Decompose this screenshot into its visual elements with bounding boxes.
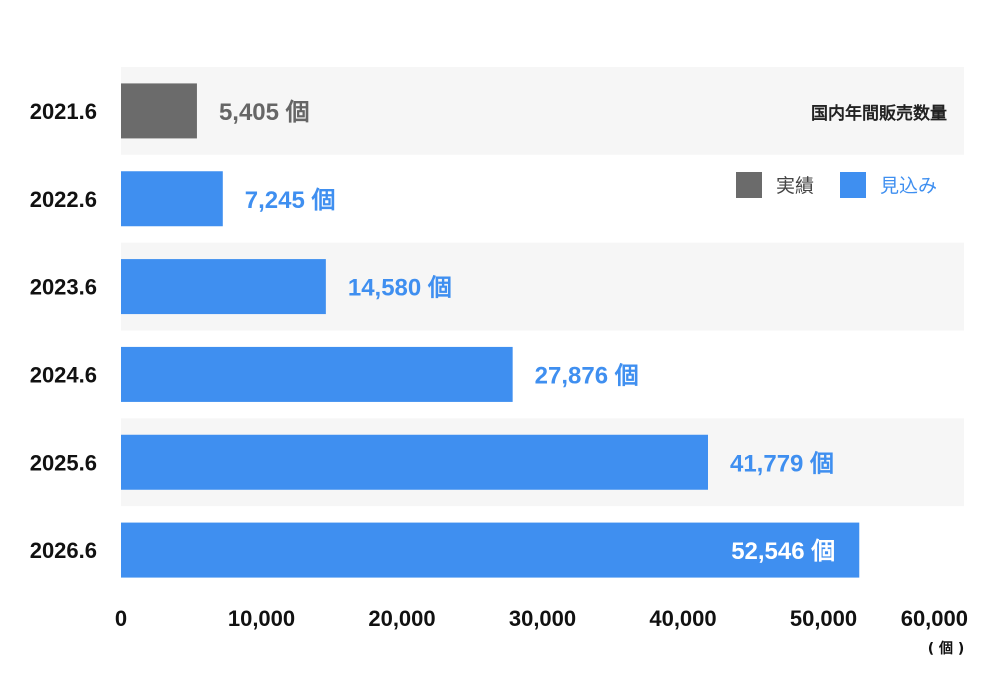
category-label: 2021.6 [30, 99, 97, 124]
x-tick-label: 0 [115, 606, 127, 631]
bar [121, 259, 326, 315]
legend-swatch-actual [736, 172, 762, 198]
category-label: 2022.6 [30, 187, 97, 212]
category-label: 2023.6 [30, 275, 97, 300]
value-label: 52,546 個 [731, 538, 835, 565]
x-tick-label: 40,000 [649, 606, 716, 631]
x-tick-label: 60,000 [901, 606, 968, 631]
row-band [121, 154, 964, 243]
row-bands [121, 67, 964, 594]
category-label: 2024.6 [30, 362, 97, 387]
bar [121, 171, 223, 227]
legend-swatch-forecast [840, 172, 866, 198]
x-tick-label: 20,000 [368, 606, 435, 631]
row-band [121, 67, 964, 155]
bar [121, 83, 197, 139]
x-tick-label: 10,000 [228, 606, 295, 631]
value-label: 27,876 個 [535, 362, 639, 389]
bar [121, 346, 513, 402]
value-label: 5,405 個 [219, 99, 310, 126]
value-label: 41,779 個 [730, 450, 834, 477]
unit-label: ( 個 ) [928, 640, 965, 657]
category-label: 2026.6 [30, 538, 97, 563]
legend-label-forecast: 見込み [880, 175, 937, 197]
category-label: 2025.6 [30, 450, 97, 475]
chart-title: 国内年間販売数量 [811, 103, 947, 124]
bars [121, 83, 860, 578]
value-labels: 5,405 個 7,245 個 14,580 個 27,876 個 41,779 個 52… [219, 99, 835, 565]
value-label: 14,580 個 [348, 275, 452, 302]
x-axis-ticks: 0 10,000 20,000 30,000 40,000 50,000 60,000 [115, 606, 968, 631]
category-labels: 2021.6 2022.6 2023.6 2024.6 2025.6 2026.6 [30, 99, 97, 563]
x-tick-label: 30,000 [509, 606, 576, 631]
bar [121, 434, 708, 490]
bar [121, 522, 860, 578]
x-tick-label: 50,000 [790, 606, 857, 631]
value-label: 7,245 個 [245, 187, 336, 214]
legend: 実績 見込み [736, 172, 937, 198]
legend-label-actual: 実績 [776, 175, 814, 197]
